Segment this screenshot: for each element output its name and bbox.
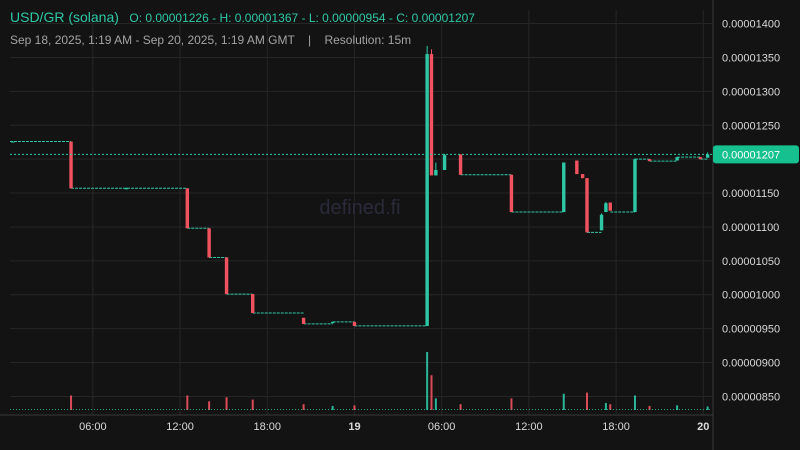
candle-body	[675, 157, 679, 161]
y-tick-label: 0.00001250	[722, 120, 780, 132]
candle-body	[599, 214, 604, 231]
y-tick-label: 0.00001000	[722, 290, 780, 302]
volume-bar	[251, 399, 254, 410]
chart-header: USD/GR (solana) O: 0.00001226 - H: 0.000…	[10, 9, 475, 27]
candle-body	[330, 321, 335, 324]
candle-body	[224, 257, 229, 295]
volume-bar	[225, 397, 228, 410]
y-tick-label: 0.00001350	[722, 52, 780, 64]
candle-body	[301, 317, 306, 324]
candle-body	[562, 162, 566, 213]
last-price-label: 0.00001207	[722, 149, 780, 161]
date-range: Sep 18, 2025, 1:19 AM - Sep 20, 2025, 1:…	[10, 33, 295, 47]
y-tick-label: 0.00000950	[722, 324, 780, 336]
candle-body	[11, 141, 15, 143]
volume-bar	[430, 375, 433, 410]
x-tick-label: 12:00	[166, 421, 194, 433]
candle-body	[509, 174, 514, 213]
y-tick-label: 0.00000900	[722, 358, 780, 370]
volume-bar	[562, 393, 565, 410]
candle-body	[207, 228, 211, 258]
candle-body	[585, 178, 589, 233]
y-tick-label: 0.00001300	[722, 86, 780, 98]
candle-body	[458, 154, 463, 175]
resolution-label: Resolution: 15m	[324, 33, 412, 47]
candle-body	[575, 160, 579, 175]
candle-body	[604, 203, 608, 213]
candle-body	[434, 170, 438, 176]
volume-bar	[459, 404, 462, 410]
candle-body	[185, 188, 190, 229]
plot-area	[10, 10, 712, 415]
candle-body	[705, 154, 710, 158]
volume-bar	[586, 392, 589, 410]
x-tick-label: 18:00	[253, 421, 281, 433]
y-tick-label: 0.00001050	[722, 256, 780, 268]
y-tick-label: 0.00001150	[722, 188, 779, 200]
volume-bar	[70, 395, 73, 410]
watermark: defined.fi	[319, 197, 400, 219]
y-tick-label: 0.00000850	[722, 391, 780, 403]
volume-bar	[302, 404, 305, 410]
volume-bar	[648, 405, 651, 410]
candle-body	[698, 157, 703, 160]
candle-body	[647, 159, 652, 162]
candle-body	[633, 159, 637, 213]
candle-body	[69, 141, 73, 189]
separator: |	[307, 33, 312, 47]
chart-subheader: Sep 18, 2025, 1:19 AM - Sep 20, 2025, 1:…	[10, 33, 411, 47]
volume-bar	[604, 403, 607, 410]
volume-bar	[208, 401, 211, 410]
volume-bar	[510, 398, 513, 410]
pair-symbol: USD/GR (solana)	[10, 9, 119, 25]
candle-body	[425, 54, 429, 326]
x-tick-label: 06:00	[79, 421, 107, 433]
x-tick-label: 20	[697, 421, 709, 433]
candle-body	[352, 321, 357, 326]
x-tick-label: 12:00	[515, 421, 543, 433]
volume-bar	[186, 395, 189, 410]
candle-body	[429, 54, 434, 176]
last-price-badge	[713, 145, 799, 164]
candle-body	[251, 294, 255, 314]
candle-body	[580, 174, 585, 179]
x-tick-label: 19	[348, 421, 360, 433]
volume-bar	[633, 395, 636, 410]
volume-bar	[331, 405, 334, 410]
volume-bar	[426, 352, 429, 410]
volume-bar	[434, 398, 437, 410]
volume-bar	[609, 404, 612, 410]
candle-body	[124, 188, 128, 190]
volume-bar	[706, 406, 709, 410]
volume-bar	[353, 405, 356, 410]
x-tick-label: 18:00	[602, 421, 630, 433]
volume-bar	[676, 405, 679, 410]
candle-body	[608, 202, 612, 211]
x-tick-label: 06:00	[428, 421, 456, 433]
ohlc-readout: O: 0.00001226 - H: 0.00001367 - L: 0.000…	[129, 11, 475, 25]
candle-body	[442, 155, 447, 170]
y-tick-label: 0.00001100	[722, 222, 779, 234]
y-tick-label: 0.00001400	[722, 19, 780, 31]
